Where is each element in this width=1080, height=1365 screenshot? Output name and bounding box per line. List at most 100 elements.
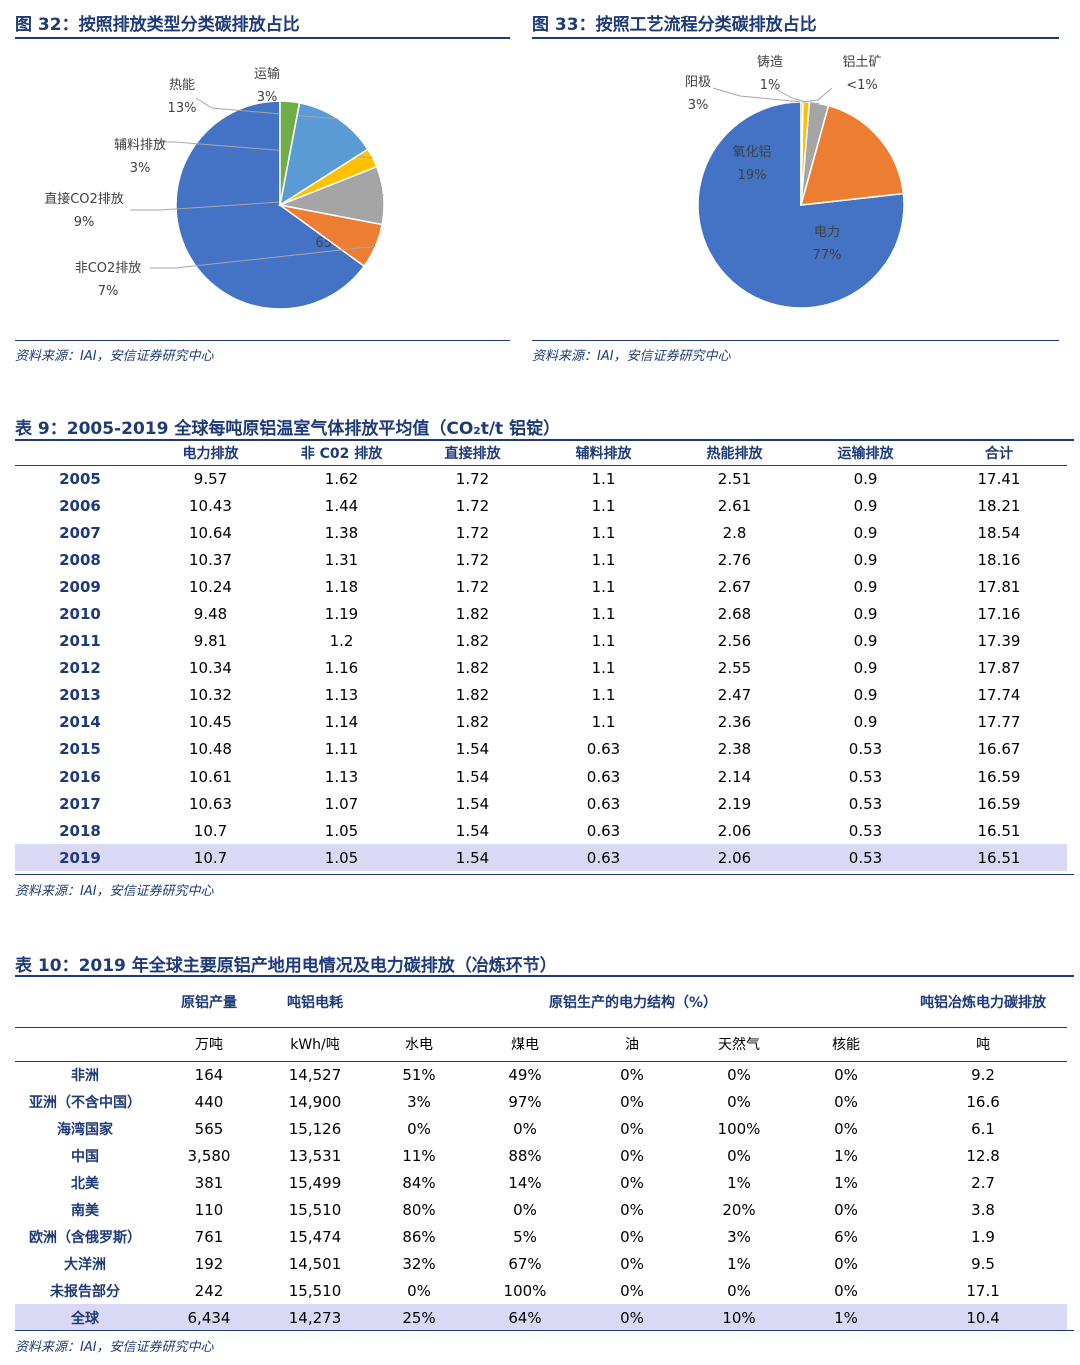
- value-cell: 3,580: [187, 1146, 231, 1165]
- pie32-label-name-2: 直接CO2排放: [44, 191, 124, 207]
- value-cell: 6,434: [155, 1304, 263, 1331]
- pie32-leader-1: [150, 245, 376, 269]
- value-cell: 1%: [834, 1146, 858, 1165]
- value-cell: 1.31: [324, 550, 359, 569]
- value-cell: 0%: [834, 1092, 858, 1111]
- value-cell: 0.53: [848, 767, 883, 786]
- value-cell: 0.63: [586, 821, 621, 840]
- value-cell: 17.16: [977, 605, 1021, 624]
- value-cell: 2.19: [717, 794, 752, 813]
- value-cell: 1%: [727, 1254, 751, 1273]
- value-cell: 16.67: [977, 740, 1021, 759]
- pie33-label-name-0: 电力: [814, 225, 840, 240]
- value-cell: 0%: [579, 1304, 685, 1331]
- value-cell: 2.76: [717, 550, 752, 569]
- pie33-label-value-2: 3%: [688, 98, 709, 113]
- value-cell: 100%: [717, 1119, 761, 1138]
- value-cell: 10.37: [189, 550, 232, 569]
- value-cell: 6%: [834, 1227, 858, 1246]
- fig32-title: 图 32：按照排放类型分类碳排放占比: [15, 15, 300, 35]
- year-cell: 2012: [59, 659, 101, 678]
- value-cell: 1.72: [455, 550, 490, 569]
- value-cell: 16.51: [931, 844, 1067, 872]
- value-cell: 0%: [834, 1119, 858, 1138]
- value-cell: 2.56: [717, 632, 752, 651]
- value-cell: 192: [194, 1254, 224, 1273]
- value-cell: 1.82: [455, 659, 490, 678]
- value-cell: 0.53: [848, 740, 883, 759]
- value-cell: 2.38: [717, 740, 752, 759]
- pie33-label-value-0: 77%: [813, 248, 842, 263]
- table10-unit-cell: 万吨: [195, 1037, 223, 1053]
- value-cell: 10.34: [189, 659, 232, 678]
- region-cell: 欧洲（含俄罗斯）: [29, 1229, 141, 1246]
- value-cell: 10.32: [189, 686, 232, 705]
- value-cell: 18.21: [977, 496, 1021, 515]
- value-cell: 5%: [513, 1227, 537, 1246]
- fig33-title: 图 33：按照工艺流程分类碳排放占比: [532, 15, 817, 35]
- value-cell: 15,510: [288, 1281, 342, 1300]
- value-cell: 0%: [727, 1281, 751, 1300]
- table9-header-cell: 合计: [985, 445, 1013, 462]
- value-cell: 2.8: [722, 523, 747, 542]
- value-cell: 381: [194, 1173, 224, 1192]
- value-cell: 0%: [620, 1146, 644, 1165]
- region-cell: 大洋洲: [64, 1256, 106, 1273]
- value-cell: 15,126: [288, 1119, 342, 1138]
- table-row: 2019 10.7 1.05 1.54 0.63 2.06 0.53 16.51: [15, 844, 1067, 872]
- value-cell: 3%: [407, 1092, 431, 1111]
- value-cell: 1.72: [455, 523, 490, 542]
- table9-header-cell: 运输排放: [837, 445, 894, 462]
- table10-header-cell: 吨铝电耗: [287, 994, 343, 1011]
- value-cell: 11%: [402, 1146, 436, 1165]
- value-cell: 0%: [620, 1281, 644, 1300]
- table10-unit-cell: kWh/吨: [290, 1037, 340, 1053]
- value-cell: 1.14: [324, 713, 359, 732]
- table9-source: 资料来源：IAI，安信证券研究中心: [15, 884, 214, 899]
- value-cell: 9.5: [971, 1254, 995, 1273]
- value-cell: 1.72: [455, 496, 490, 515]
- pie33-leader-4: [801, 87, 833, 103]
- value-cell: 1.62: [324, 469, 359, 488]
- table10-unit-cell: 天然气: [718, 1037, 760, 1053]
- table10-unit-cell: 水电: [405, 1037, 433, 1053]
- value-cell: 2.61: [717, 496, 752, 515]
- value-cell: 0%: [620, 1119, 644, 1138]
- value-cell: 0%: [834, 1254, 858, 1273]
- value-cell: 64%: [471, 1304, 579, 1331]
- year-cell: 2011: [59, 632, 101, 651]
- table-row: 南美 110 15,510 80% 0% 0% 20% 0% 3.8: [15, 1196, 1067, 1223]
- value-cell: 51%: [402, 1065, 436, 1084]
- value-cell: 1.54: [455, 740, 490, 759]
- value-cell: 1.82: [455, 632, 490, 651]
- region-cell: 未报告部分: [50, 1283, 120, 1300]
- value-cell: 18.54: [977, 523, 1021, 542]
- year-cell: 2007: [59, 523, 101, 542]
- value-cell: 10.24: [189, 577, 232, 596]
- value-cell: 6.1: [971, 1119, 995, 1138]
- value-cell: 20%: [722, 1200, 756, 1219]
- value-cell: 761: [194, 1227, 224, 1246]
- value-cell: 1.1: [591, 496, 616, 515]
- pie32-slice-5: [279, 100, 301, 206]
- year-cell: 2008: [59, 550, 101, 569]
- table9-header-row: 电力排放 非 C02 排放 直接排放 辅料排放 热能排放 运输排放 合计: [15, 441, 1067, 465]
- value-cell: 1.82: [455, 713, 490, 732]
- year-cell: 2013: [59, 686, 101, 705]
- value-cell: 84%: [402, 1173, 436, 1192]
- table-row: 2018 10.7 1.05 1.54 0.63 2.06 0.53 16.51: [15, 817, 1067, 844]
- pie32-leader-2: [130, 194, 384, 211]
- year-cell: 2015: [59, 740, 101, 759]
- value-cell: 18.16: [977, 550, 1021, 569]
- value-cell: 1.1: [591, 632, 616, 651]
- value-cell: 0.9: [853, 632, 878, 651]
- table10-header-row: 原铝产量 吨铝电耗 原铝生产的电力结构（%） 吨铝冶炼电力碳排放: [15, 977, 1067, 1027]
- value-cell: 1.44: [324, 496, 359, 515]
- pie32-label-name-4: 热能: [169, 78, 195, 93]
- fig33-rule: [532, 37, 1059, 39]
- value-cell: 17.81: [977, 577, 1021, 596]
- year-cell: 2019: [15, 844, 145, 872]
- value-cell: 0.53: [848, 794, 883, 813]
- pie32-label-name-5: 运输: [254, 66, 280, 82]
- table10-header-cell: 原铝产量: [181, 994, 237, 1011]
